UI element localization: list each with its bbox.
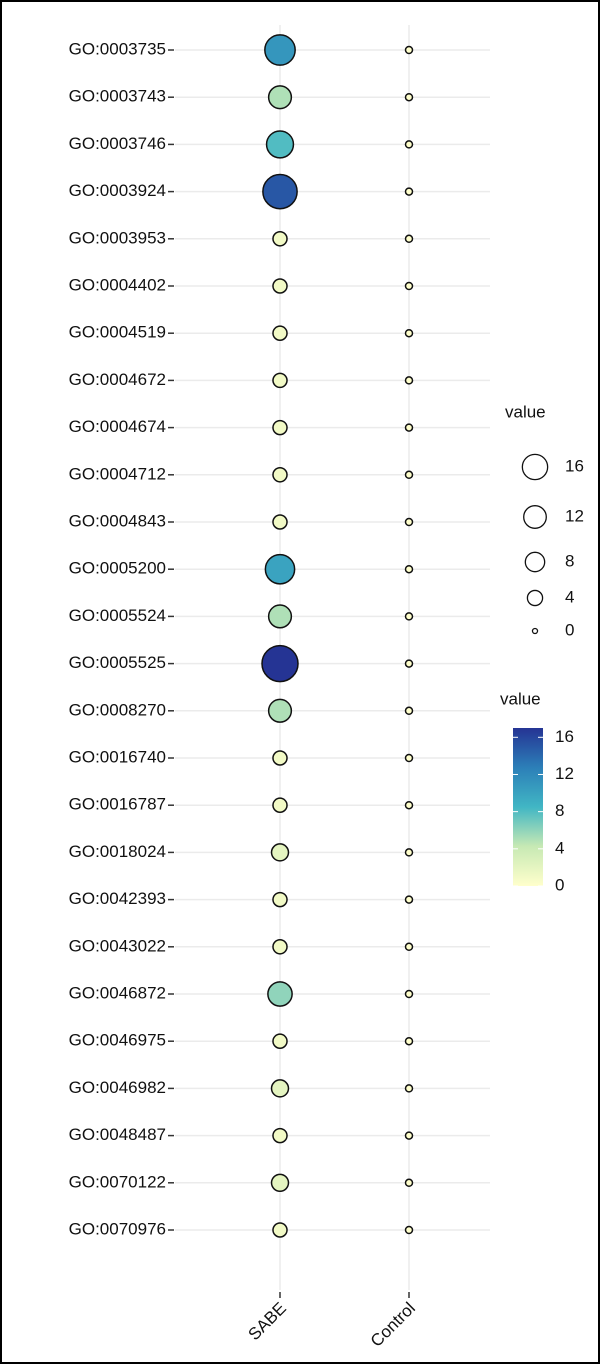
bubble	[272, 514, 288, 530]
y-tick-label: GO:0018024	[69, 842, 166, 861]
bubble	[272, 891, 288, 908]
y-tick-label: GO:0046975	[69, 1031, 166, 1050]
bubble	[404, 92, 414, 102]
bubble	[272, 278, 288, 294]
bubble	[404, 1036, 414, 1046]
bubble	[404, 612, 414, 621]
bubble	[272, 325, 288, 341]
bubble	[404, 45, 414, 55]
color-legend-label: 0	[555, 875, 564, 894]
size-legend-title: value	[505, 402, 546, 421]
bubble	[404, 800, 414, 810]
bubble	[404, 234, 414, 244]
size-legend-key	[531, 627, 539, 635]
bubble	[404, 753, 414, 763]
bubble	[272, 797, 288, 813]
y-tick-label: GO:0004712	[69, 464, 166, 483]
y-tick-label: GO:0003735	[69, 39, 166, 58]
bubble	[404, 1225, 414, 1235]
size-legend-key	[523, 505, 547, 529]
color-legend-label: 4	[555, 838, 564, 857]
y-tick-label: GO:0008270	[69, 700, 166, 719]
bubble	[404, 281, 414, 291]
bubble	[404, 187, 414, 196]
bubble	[272, 939, 288, 955]
bubble	[404, 140, 414, 149]
bubble	[404, 1084, 414, 1093]
y-tick-label: GO:0004519	[69, 323, 166, 342]
y-tick-label: GO:0043022	[69, 936, 166, 955]
bubble	[272, 419, 288, 436]
size-legend-label: 16	[565, 456, 584, 475]
bubble	[404, 1131, 414, 1140]
y-tick-label: GO:0016787	[69, 795, 166, 814]
y-tick-label: GO:0005525	[69, 653, 166, 672]
y-tick-label: GO:0003746	[69, 134, 166, 153]
y-tick-label: GO:0004402	[69, 275, 166, 294]
y-tick-label: GO:0046982	[69, 1078, 166, 1097]
bubble	[404, 706, 414, 716]
size-legend-key	[521, 453, 549, 481]
bubble	[404, 328, 414, 338]
color-legend-label: 8	[555, 801, 564, 820]
bubble	[404, 564, 414, 574]
bubble	[272, 750, 288, 766]
bubble	[261, 644, 299, 683]
bubble	[267, 981, 293, 1007]
y-tick-label: GO:0042393	[69, 889, 166, 908]
size-legend-key	[524, 551, 546, 573]
bubble	[404, 895, 414, 904]
y-tick-label: GO:0048487	[69, 1125, 166, 1144]
bubble	[264, 553, 296, 585]
bubble	[267, 85, 293, 110]
bubble	[272, 1222, 288, 1238]
bubble	[404, 659, 414, 668]
size-legend-key	[526, 589, 544, 607]
bubble	[404, 989, 414, 999]
y-tick-label: GO:0070976	[69, 1219, 166, 1238]
bubble	[272, 1127, 288, 1144]
bubble	[270, 843, 290, 862]
y-tick-label: GO:0016740	[69, 747, 166, 766]
bubble	[404, 517, 414, 527]
y-tick-label: GO:0003953	[69, 228, 166, 247]
y-tick-label: GO:0003924	[69, 181, 166, 200]
size-legend-label: 4	[565, 587, 574, 606]
bubble	[267, 698, 293, 723]
y-tick-label: GO:0003743	[69, 87, 166, 106]
color-bar	[513, 728, 543, 886]
y-tick-label: GO:0004843	[69, 511, 166, 530]
y-tick-label: GO:0004674	[69, 417, 166, 436]
bubble	[267, 604, 293, 629]
color-legend-title: value	[500, 689, 541, 708]
bubble	[262, 173, 298, 210]
bubble	[404, 376, 414, 385]
bubble	[404, 423, 414, 432]
size-legend-label: 12	[565, 506, 584, 525]
y-tick-label: GO:0005200	[69, 559, 166, 578]
bubble	[270, 1079, 290, 1098]
bubble	[272, 231, 288, 247]
y-tick-label: GO:0005524	[69, 606, 166, 625]
bubble	[264, 34, 296, 66]
y-tick-label: GO:0070122	[69, 1172, 166, 1191]
bubble	[265, 130, 295, 159]
bubble	[404, 848, 414, 857]
size-legend-label: 8	[565, 551, 574, 570]
bubble	[272, 1033, 288, 1049]
bubble	[272, 372, 288, 389]
y-tick-label: GO:0046872	[69, 983, 166, 1002]
bubble	[270, 1173, 290, 1193]
y-tick-label: GO:0004672	[69, 370, 166, 389]
color-legend-label: 16	[555, 727, 574, 746]
bubble	[404, 1178, 414, 1188]
color-legend-label: 12	[555, 764, 574, 783]
bubble	[404, 470, 414, 480]
bubble	[272, 467, 288, 483]
size-legend-label: 0	[565, 620, 574, 639]
bubble	[404, 942, 414, 952]
